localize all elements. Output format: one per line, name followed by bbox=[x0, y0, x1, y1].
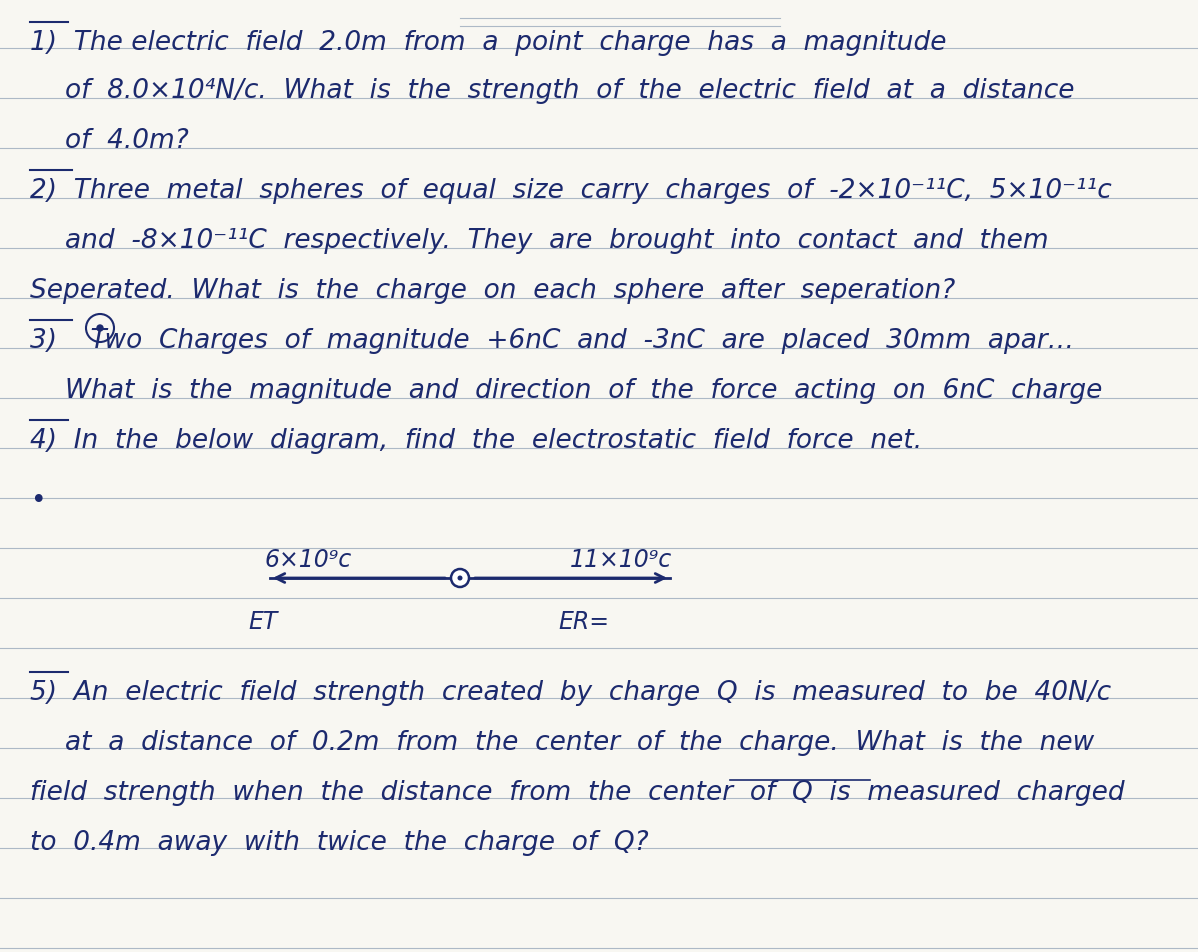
Text: to  0.4m  away  with  twice  the  charge  of  Q?: to 0.4m away with twice the charge of Q? bbox=[30, 830, 648, 856]
Text: 3)    Two  Charges  of  magnitude  +6nC  and  -3nC  are  placed  30mm  apar…: 3) Two Charges of magnitude +6nC and -3n… bbox=[30, 328, 1075, 354]
Circle shape bbox=[450, 569, 468, 587]
Circle shape bbox=[97, 325, 103, 331]
Text: 2)  Three  metal  spheres  of  equal  size  carry  charges  of  -2×10⁻¹¹C,  5×10: 2) Three metal spheres of equal size car… bbox=[30, 178, 1112, 204]
Text: 6×10⁹c: 6×10⁹c bbox=[265, 548, 352, 572]
Text: 5)  An  electric  field  strength  created  by  charge  Q  is  measured  to  be : 5) An electric field strength created by… bbox=[30, 680, 1111, 706]
Text: of  4.0m?: of 4.0m? bbox=[65, 128, 189, 154]
Text: and  -8×10⁻¹¹C  respectively.  They  are  brought  into  contact  and  them: and -8×10⁻¹¹C respectively. They are bro… bbox=[65, 228, 1048, 254]
Text: ET: ET bbox=[248, 610, 277, 634]
Text: ER=: ER= bbox=[558, 610, 609, 634]
Text: field  strength  when  the  distance  from  the  center  of  Q  is  measured  ch: field strength when the distance from th… bbox=[30, 780, 1125, 806]
Text: Seperated.  What  is  the  charge  on  each  sphere  after  seperation?: Seperated. What is the charge on each sp… bbox=[30, 278, 955, 304]
Circle shape bbox=[458, 576, 462, 581]
Text: •: • bbox=[30, 488, 46, 514]
Text: at  a  distance  of  0.2m  from  the  center  of  the  charge.  What  is  the  n: at a distance of 0.2m from the center of… bbox=[65, 730, 1094, 756]
Text: 11×10⁹c: 11×10⁹c bbox=[570, 548, 672, 572]
Text: of  8.0×10⁴N/c.  What  is  the  strength  of  the  electric  field  at  a  dista: of 8.0×10⁴N/c. What is the strength of t… bbox=[65, 78, 1075, 104]
Text: What  is  the  magnitude  and  direction  of  the  force  acting  on  6nC  charg: What is the magnitude and direction of t… bbox=[65, 378, 1102, 404]
Text: 4)  In  the  below  diagram,  find  the  electrostatic  field  force  net.: 4) In the below diagram, find the electr… bbox=[30, 428, 922, 454]
Text: 1)  The electric  field  2.0m  from  a  point  charge  has  a  magnitude: 1) The electric field 2.0m from a point … bbox=[30, 30, 946, 56]
